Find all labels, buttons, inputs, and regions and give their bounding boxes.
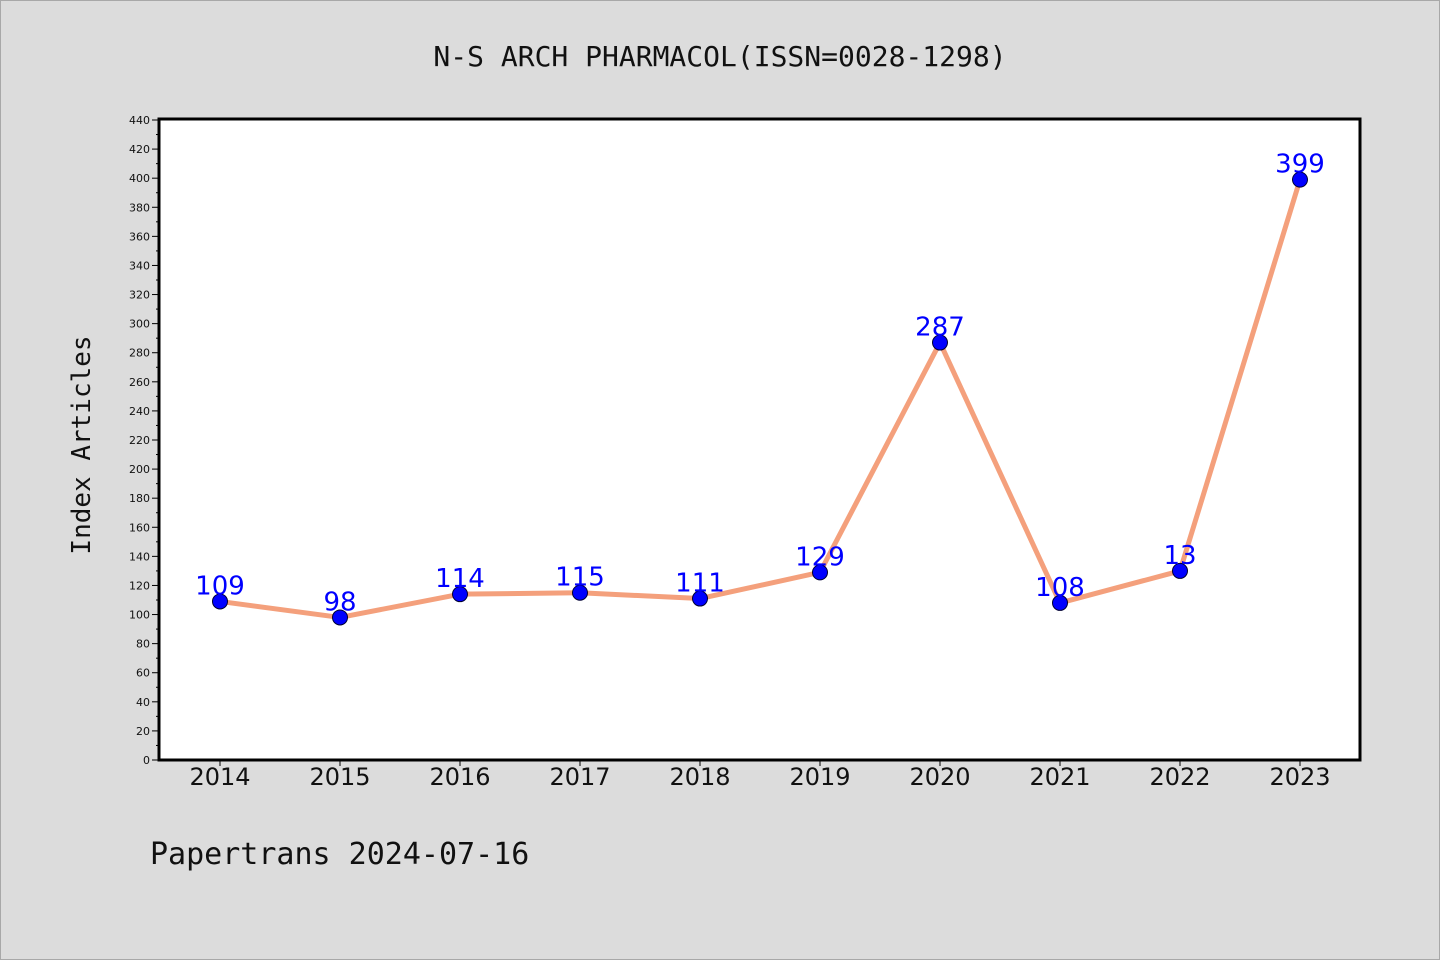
series-line-group: [212, 171, 1308, 626]
y-tick-label: 360: [129, 230, 150, 243]
y-tick-label: 440: [129, 114, 150, 127]
x-tick-label: 2020: [909, 763, 970, 791]
y-axis-label: Index Articles: [67, 335, 97, 554]
data-point: [212, 593, 228, 610]
x-tick-label: 2015: [309, 763, 370, 791]
data-label: 109: [195, 571, 245, 601]
data-point: [812, 564, 828, 581]
data-point: [1052, 594, 1068, 611]
data-labels: 109 98 114 115 111 129 287 108 13 399: [195, 150, 1325, 618]
data-point: [692, 590, 708, 607]
y-tick-label: 0: [143, 754, 150, 767]
data-label: 98: [323, 587, 356, 617]
y-tick-label: 100: [129, 609, 150, 622]
x-tick-label: 2022: [1149, 763, 1210, 791]
data-point: [572, 584, 588, 601]
data-label: 399: [1275, 150, 1325, 180]
y-tick-label: 320: [129, 289, 150, 302]
y-tick-label: 340: [129, 259, 150, 272]
y-tick-label: 400: [129, 172, 150, 185]
data-label: 129: [795, 542, 845, 572]
y-tick-label: 60: [136, 667, 150, 680]
data-label: 115: [555, 563, 605, 593]
data-point: [332, 609, 348, 626]
x-tick-label: 2018: [669, 763, 730, 791]
y-tick-label: 420: [129, 143, 150, 156]
y-tick-label: 160: [129, 521, 150, 534]
y-tick-label: 120: [129, 579, 150, 592]
x-tick-label: 2023: [1269, 763, 1330, 791]
x-tick-label: 2014: [189, 763, 250, 791]
y-tick-label: 220: [129, 434, 150, 447]
data-point: [1292, 171, 1308, 188]
data-point: [932, 334, 948, 351]
y-tick-label: 40: [136, 696, 150, 709]
y-tick-label: 260: [129, 376, 150, 389]
data-point: [452, 586, 468, 603]
y-tick-label: 200: [129, 463, 150, 476]
x-tick-label: 2016: [429, 763, 490, 791]
data-label: 287: [915, 313, 965, 343]
data-label: 108: [1035, 573, 1085, 603]
y-tick-label: 240: [129, 405, 150, 418]
footer-text: Papertrans 2024-07-16: [150, 837, 529, 872]
y-tick-label: 80: [136, 638, 150, 651]
y-tick-label: 180: [129, 492, 150, 505]
y-axis: 0 20 40 60 80 100 120 140 160 180 200 220 240 260 280 3…: [129, 114, 160, 767]
x-tick-label: 2021: [1029, 763, 1090, 791]
x-tick-label: 2017: [549, 763, 610, 791]
x-axis: 2014 2015 2016 2017 2018 2019 2020 2021 2022 2023: [189, 760, 1331, 791]
y-tick-label: 20: [136, 725, 150, 738]
data-label: 13: [1163, 541, 1196, 571]
x-tick-label: 2019: [789, 763, 850, 791]
y-tick-label: 280: [129, 347, 150, 360]
data-label: 114: [435, 564, 485, 594]
y-tick-label: 380: [129, 201, 150, 214]
y-tick-label: 300: [129, 318, 150, 331]
data-point: [1172, 562, 1188, 579]
plot-area: [157, 117, 1362, 762]
series-line: [219, 178, 1303, 620]
y-tick-label: 140: [129, 550, 150, 563]
data-label: 111: [675, 569, 725, 599]
chart-title: N-S ARCH PHARMACOL(ISSN=0028-1298): [433, 40, 1006, 73]
